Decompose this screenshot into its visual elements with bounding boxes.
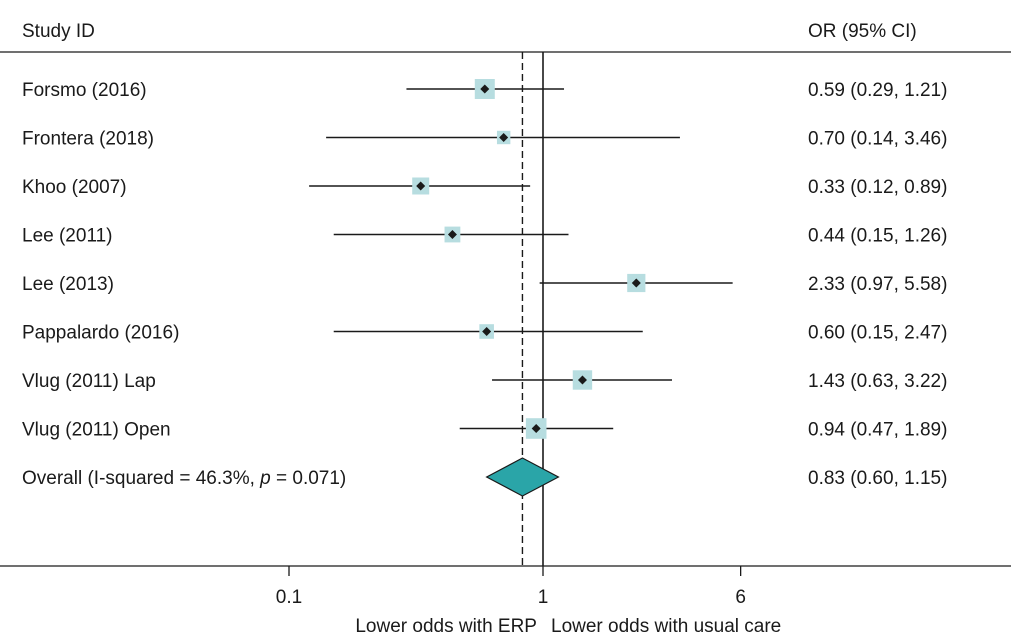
study-label: Lee (2013) [22, 274, 114, 295]
study-label: Frontera (2018) [22, 129, 154, 150]
study-label: Vlug (2011) Lap [22, 371, 156, 392]
study-row: Vlug (2011) Lap 1.43 (0.63, 3.22) [22, 370, 947, 392]
x-tick-label: 0.1 [276, 587, 302, 608]
study-row: Khoo (2007) 0.33 (0.12, 0.89) [22, 177, 947, 198]
study-label: Lee (2011) [22, 226, 113, 247]
header-or-ci: OR (95% CI) [808, 21, 917, 42]
header-study-id: Study ID [22, 21, 95, 42]
study-row: Vlug (2011) Open 0.94 (0.47, 1.89) [22, 418, 947, 441]
study-ci-text: 0.44 (0.15, 1.26) [808, 226, 947, 247]
x-axis-ticks: 0.1 1 6 [276, 566, 746, 608]
study-rows: Forsmo (2016) 0.59 (0.29, 1.21) Frontera (… [22, 79, 947, 441]
point-estimate [416, 181, 426, 191]
overall-label: Overall (I-squared = 46.3%, p = 0.071) [22, 468, 346, 489]
overall-diamond [485, 457, 560, 497]
point-estimate [499, 133, 509, 142]
study-ci-text: 0.70 (0.14, 3.46) [808, 129, 947, 150]
study-ci-text: 2.33 (0.97, 5.58) [808, 274, 947, 295]
x-tick-label: 1 [538, 587, 549, 608]
footer-right-label: Lower odds with usual care [551, 616, 781, 637]
point-estimate [482, 327, 492, 336]
study-ci-text: 0.94 (0.47, 1.89) [808, 420, 947, 441]
point-estimate [447, 230, 457, 239]
study-label: Khoo (2007) [22, 177, 127, 198]
study-row: Lee (2013) 2.33 (0.97, 5.58) [22, 273, 947, 295]
study-label: Forsmo (2016) [22, 80, 147, 101]
x-tick-label: 6 [735, 587, 746, 608]
study-ci-text: 0.33 (0.12, 0.89) [808, 177, 947, 198]
study-row: Forsmo (2016) 0.59 (0.29, 1.21) [22, 79, 947, 101]
study-ci-text: 1.43 (0.63, 3.22) [808, 371, 947, 392]
study-row: Lee (2011) 0.44 (0.15, 1.26) [22, 226, 947, 247]
point-estimate [631, 278, 641, 288]
study-row: Pappalardo (2016) 0.60 (0.15, 2.47) [22, 323, 947, 344]
study-ci-text: 0.60 (0.15, 2.47) [808, 323, 947, 344]
study-ci-text: 0.59 (0.29, 1.21) [808, 80, 947, 101]
overall-ci-text: 0.83 (0.60, 1.15) [808, 468, 947, 489]
point-estimate [531, 424, 541, 433]
study-label: Pappalardo (2016) [22, 323, 179, 344]
study-row: Frontera (2018) 0.70 (0.14, 3.46) [22, 129, 947, 150]
study-label: Vlug (2011) Open [22, 420, 171, 441]
footer-left-label: Lower odds with ERP [355, 616, 537, 637]
overall-row: Overall (I-squared = 46.3%, p = 0.071) 0.… [22, 457, 947, 497]
point-estimate [577, 375, 587, 385]
point-estimate [480, 84, 490, 94]
